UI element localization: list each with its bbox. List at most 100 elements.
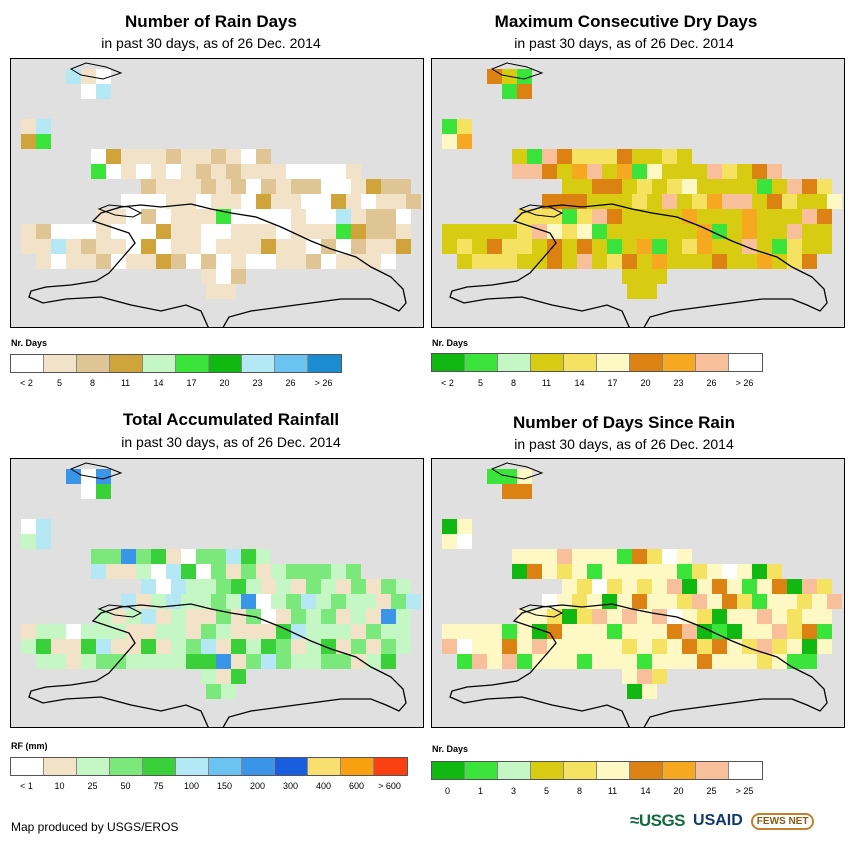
map-canvas: [442, 462, 842, 727]
grid-cell: [712, 639, 727, 654]
grid-cell: [722, 594, 737, 609]
grid-cell: [562, 239, 577, 254]
legend-swatch: [564, 762, 597, 779]
grid-cell: [256, 149, 271, 164]
grid-cell: [216, 179, 231, 194]
grid-cell: [246, 639, 261, 654]
grid-cell: [632, 194, 647, 209]
grid-cell: [346, 164, 361, 179]
island-outline: [449, 203, 828, 327]
grid-cell: [557, 594, 572, 609]
grid-cell: [547, 624, 562, 639]
grid-cell: [722, 164, 737, 179]
legend-label: 11: [120, 378, 131, 388]
grid-cell: [662, 549, 677, 564]
legend-label: 26: [706, 378, 717, 388]
grid-cell: [592, 609, 607, 624]
grid-cell: [667, 654, 682, 669]
grid-cell: [316, 594, 331, 609]
legend-swatch: [11, 355, 44, 372]
grid-cell: [797, 194, 812, 209]
legend-labels: < 1 10 25 50 75 100 150 200 300 400 600 > 600: [10, 781, 410, 793]
grid-cell: [271, 194, 286, 209]
grid-cell: [121, 164, 136, 179]
grid-cell: [286, 594, 301, 609]
grid-cell: [231, 669, 246, 684]
grid-cell: [246, 654, 261, 669]
island-outline: [28, 203, 407, 327]
grid-cell: [151, 194, 166, 209]
grid-cell: [91, 564, 106, 579]
grid-cell: [677, 549, 692, 564]
grid-cell: [216, 639, 231, 654]
grid-cell: [241, 164, 256, 179]
grid-cell: [587, 564, 602, 579]
legend-swatch: [44, 758, 77, 775]
grid-cell: [306, 239, 321, 254]
grid-cell: [301, 564, 316, 579]
grid-cell: [156, 224, 171, 239]
grid-cell: [787, 224, 802, 239]
grid-cell: [231, 654, 246, 669]
grid-cell: [557, 549, 572, 564]
grid-cell: [256, 164, 271, 179]
grid-cell: [231, 254, 246, 269]
legend-swatch: [564, 354, 597, 371]
grid-cell: [151, 564, 166, 579]
grid-cell: [592, 654, 607, 669]
grid-cell: [767, 594, 782, 609]
grid-cell: [156, 254, 171, 269]
grid-cell: [381, 239, 396, 254]
grid-cell: [201, 669, 216, 684]
legend-swatch: [729, 762, 762, 779]
grid-cell: [276, 624, 291, 639]
map-days-since-rain: [431, 458, 845, 728]
panel-title: Number of Rain Days: [125, 12, 297, 31]
grid-cell: [517, 84, 532, 99]
grid-cell: [336, 179, 351, 194]
legend-title: Nr. Days: [432, 744, 469, 754]
grid-cell: [396, 224, 411, 239]
grid-cell: [662, 194, 677, 209]
grid-cell: [351, 654, 366, 669]
grid-cell: [737, 564, 752, 579]
grid-cell: [757, 224, 772, 239]
grid-cell: [36, 519, 51, 534]
grid-cell: [632, 564, 647, 579]
grid-cell: [682, 179, 697, 194]
grid-cell: [827, 594, 842, 609]
legend-label: 10: [54, 781, 65, 791]
grid-cell: [472, 254, 487, 269]
grid-cell: [667, 224, 682, 239]
grid-cell: [622, 639, 637, 654]
grid-cell: [632, 549, 647, 564]
grid-cell: [141, 254, 156, 269]
legend-swatch: [432, 354, 465, 371]
grid-cell: [291, 209, 306, 224]
grid-cell: [291, 179, 306, 194]
legend-label: 150: [216, 781, 233, 791]
grid-cell: [366, 209, 381, 224]
grid-cell: [96, 209, 111, 224]
grid-cell: [156, 209, 171, 224]
legend-swatch: [696, 354, 729, 371]
grid-cell: [742, 624, 757, 639]
grid-cell: [36, 119, 51, 134]
grid-cell: [126, 639, 141, 654]
grid-cell: [602, 194, 617, 209]
panel-dry-days: Maximum Consecutive Dry Days in past 30 …: [425, 0, 847, 400]
grid-cell: [787, 609, 802, 624]
grid-cell: [171, 209, 186, 224]
grid-cell: [256, 594, 271, 609]
grid-cell: [201, 254, 216, 269]
grid-cell: [472, 224, 487, 239]
legend-swatch: [77, 758, 110, 775]
grid-cell: [512, 149, 527, 164]
map-canvas: [442, 62, 842, 327]
legend-label: 26: [285, 378, 296, 388]
grid-cell: [186, 239, 201, 254]
grid-cell: [141, 179, 156, 194]
grid-cell: [712, 654, 727, 669]
grid-cell: [742, 224, 757, 239]
grid-cell: [321, 254, 336, 269]
